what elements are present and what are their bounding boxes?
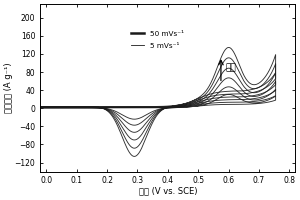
Y-axis label: 电流密度 (A g⁻¹): 电流密度 (A g⁻¹) [4,63,13,113]
Text: 扫速: 扫速 [226,63,236,72]
X-axis label: 电位 (V vs. SCE): 电位 (V vs. SCE) [139,187,197,196]
Legend: 50 mVs⁻¹, 5 mVs⁻¹: 50 mVs⁻¹, 5 mVs⁻¹ [128,28,187,52]
